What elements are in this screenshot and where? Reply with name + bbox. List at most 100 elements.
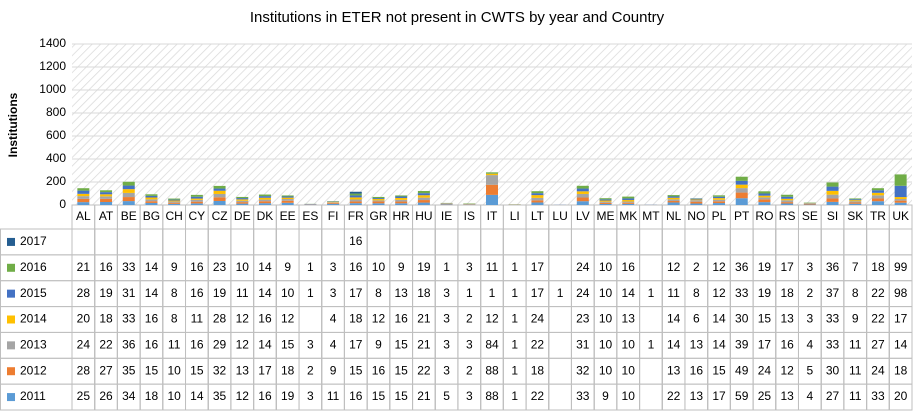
table-value: 24 (576, 260, 590, 274)
table-cell (616, 228, 641, 256)
x-tick-label: ME (597, 209, 615, 223)
bar-segment (281, 196, 294, 198)
bar-segment (417, 202, 430, 205)
table-cell (366, 204, 391, 411)
bar-segment (713, 196, 726, 199)
table-value: 16 (258, 312, 272, 326)
table-cell (366, 228, 391, 256)
table-value: 11 (327, 389, 340, 403)
table-value: 13 (780, 389, 794, 403)
table-value: 18 (417, 286, 431, 300)
table-value: 19 (758, 260, 772, 274)
table-value: 3 (466, 389, 473, 403)
x-tick-label: HR (393, 209, 411, 223)
table-cell (457, 228, 482, 256)
table-cell (389, 204, 414, 411)
table-value: 21 (77, 260, 91, 274)
table-value: 15 (758, 312, 772, 326)
bar-segment (667, 197, 680, 200)
table-cell (434, 228, 459, 256)
bar-segment (599, 202, 612, 204)
bar-segment (122, 192, 135, 198)
x-tick-label: RO (755, 209, 773, 223)
bar-segment (758, 193, 771, 196)
table-value: 17 (531, 260, 545, 274)
table-value: 18 (99, 312, 113, 326)
table-cell (116, 204, 141, 411)
table-value: 10 (372, 260, 386, 274)
bar-segment (894, 202, 907, 205)
x-tick-label: HU (415, 209, 432, 223)
bar-segment (77, 198, 90, 203)
table-cell (321, 204, 345, 411)
table-value: 11 (236, 286, 249, 300)
table-value: 3 (330, 286, 337, 300)
table-value: 99 (894, 260, 908, 274)
bar-segment (122, 185, 135, 190)
table-value: 10 (622, 389, 636, 403)
x-tick-label: MK (619, 209, 637, 223)
bar-segment (667, 200, 680, 203)
x-tick-label: BG (143, 209, 160, 223)
table-value: 13 (622, 312, 636, 326)
table-value: 10 (599, 260, 613, 274)
table-value: 20 (77, 312, 91, 326)
table-value: 3 (307, 389, 314, 403)
table-value: 22 (871, 286, 885, 300)
bar-segment (395, 196, 408, 198)
bar-segment (531, 191, 544, 194)
bar-segment (735, 184, 748, 189)
table-cell (639, 254, 663, 282)
table-cell (207, 228, 232, 256)
bar-segment (372, 196, 385, 199)
table-value: 3 (466, 338, 473, 352)
table-value: 6 (693, 312, 700, 326)
x-tick-label: CZ (212, 209, 228, 223)
table-cell (684, 228, 709, 256)
table-value: 19 (99, 286, 113, 300)
table-value: 15 (395, 338, 409, 352)
bar-segment (100, 196, 113, 199)
bar-segment (349, 191, 362, 194)
table-value: 10 (622, 338, 636, 352)
bar-segment (100, 190, 113, 193)
x-tick-label: ES (302, 209, 318, 223)
bar-segment (168, 201, 181, 203)
table-cell (434, 204, 459, 411)
bar-segment (531, 193, 544, 196)
table-value: 18 (281, 363, 295, 377)
table-cell (275, 228, 300, 256)
table-value: 36 (735, 260, 749, 274)
table-value: 33 (871, 389, 885, 403)
table-value: 14 (258, 286, 272, 300)
table-value: 2 (693, 260, 700, 274)
table-value: 33 (576, 389, 590, 403)
bar-segment (122, 197, 135, 202)
bar-segment (168, 203, 181, 205)
table-value: 16 (190, 260, 204, 274)
table-cell (888, 228, 913, 256)
bar-segment (258, 197, 271, 200)
table-value: 16 (622, 260, 636, 274)
bar-segment (258, 199, 271, 202)
table-value: 3 (330, 260, 337, 274)
table-cell (389, 228, 414, 256)
bar-segment (372, 198, 385, 200)
bar-segment (735, 180, 748, 185)
x-tick-label: IT (487, 209, 498, 223)
table-cell (639, 228, 663, 256)
table-value: 22 (99, 338, 113, 352)
table-cell (729, 204, 754, 411)
bar-segment (258, 203, 271, 205)
bar-segment (190, 199, 203, 202)
table-value: 12 (485, 312, 499, 326)
table-cell (71, 204, 96, 411)
bar-segment (690, 201, 703, 204)
bar-segment (372, 199, 385, 201)
bar-segment (349, 199, 362, 202)
table-cell (639, 357, 663, 385)
table-value: 18 (894, 363, 908, 377)
table-value: 12 (372, 312, 386, 326)
bar-segment (190, 196, 203, 199)
